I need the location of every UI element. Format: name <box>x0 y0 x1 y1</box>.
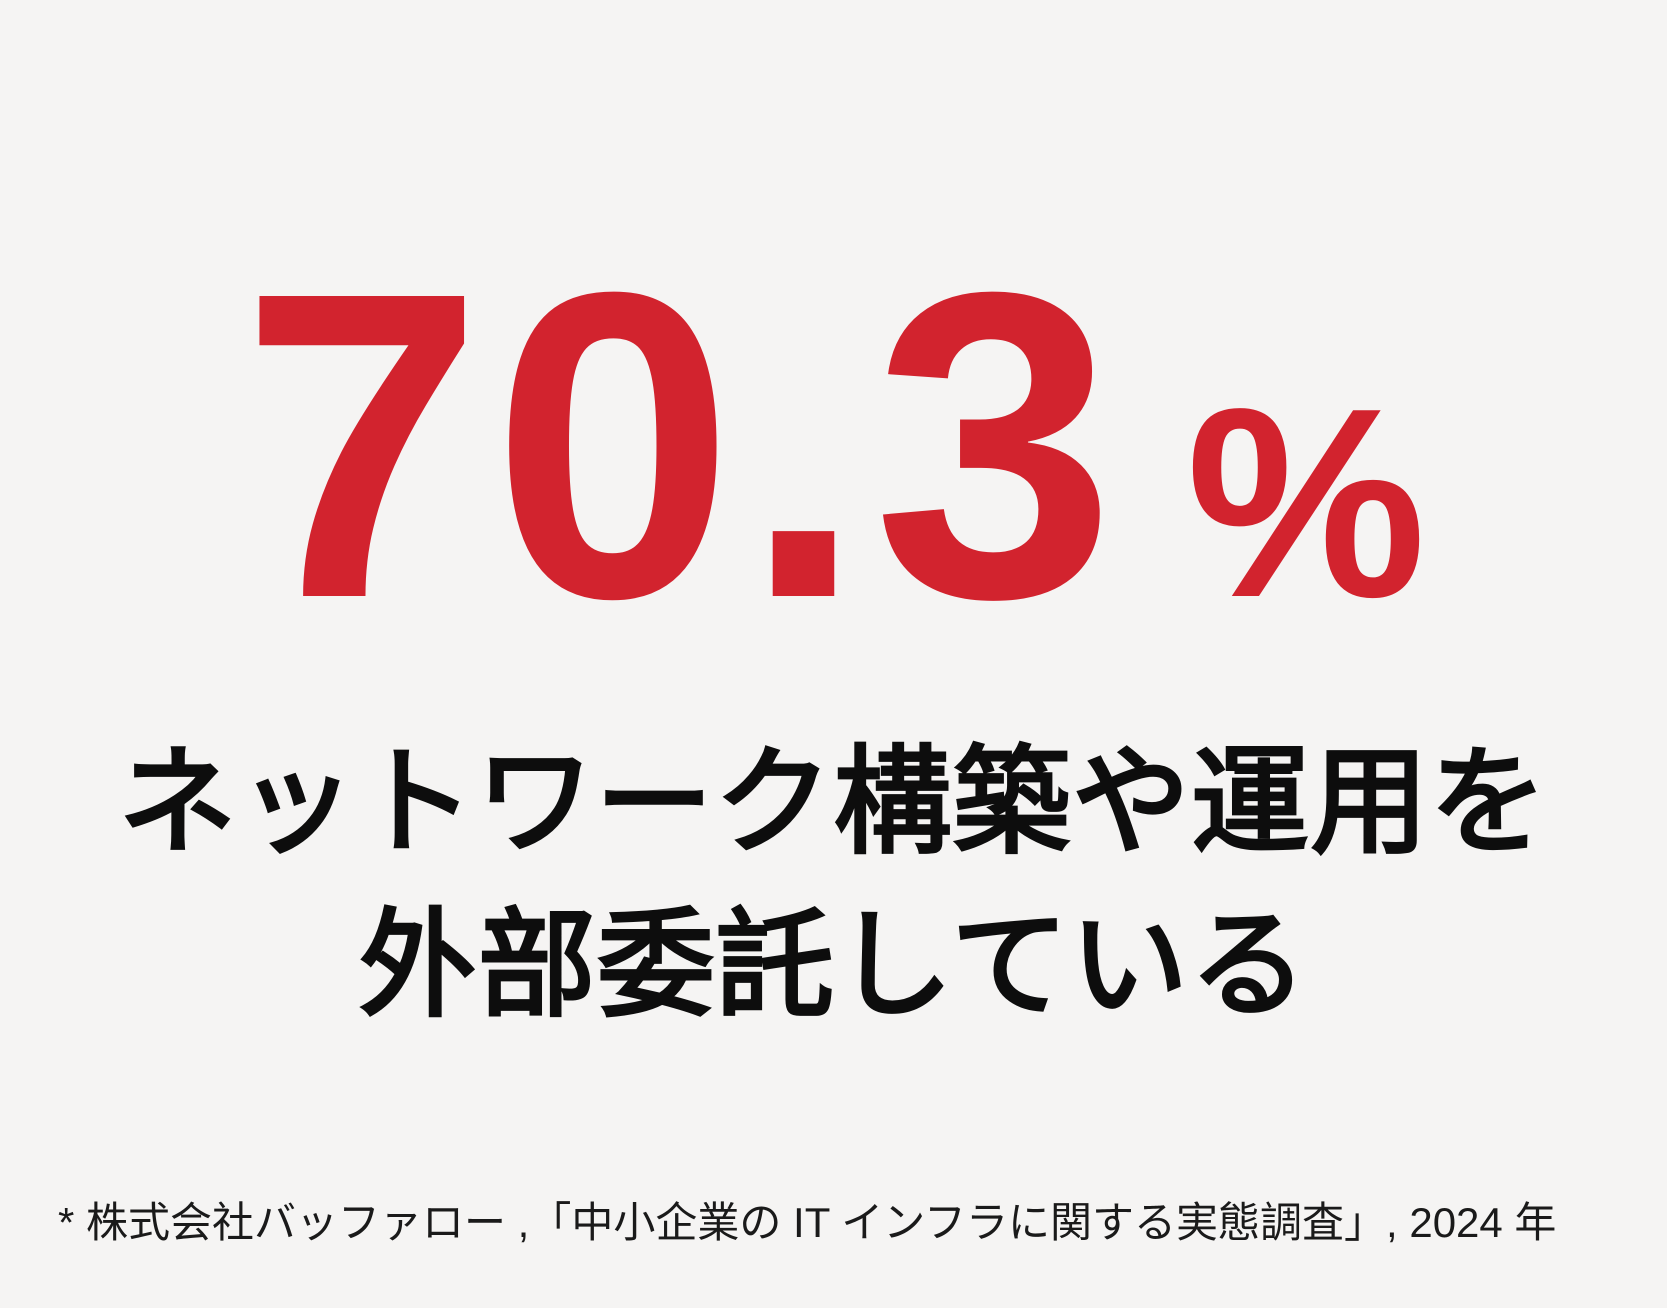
headline: ネットワーク構築や運用を 外部委託している <box>0 722 1667 1048</box>
headline-line-2: 外部委託している <box>358 899 1309 1032</box>
headline-line-1: ネットワーク構築や運用を <box>118 737 1549 869</box>
statistic: 70.3 % <box>0 228 1667 664</box>
source-footnote: * 株式会社バッファロー ,「中小企業の IT インフラに関する実態調査」, 2… <box>58 1199 1557 1246</box>
statistic-unit-percent: % <box>1186 353 1427 654</box>
statistic-value: 70.3 <box>240 202 1125 689</box>
